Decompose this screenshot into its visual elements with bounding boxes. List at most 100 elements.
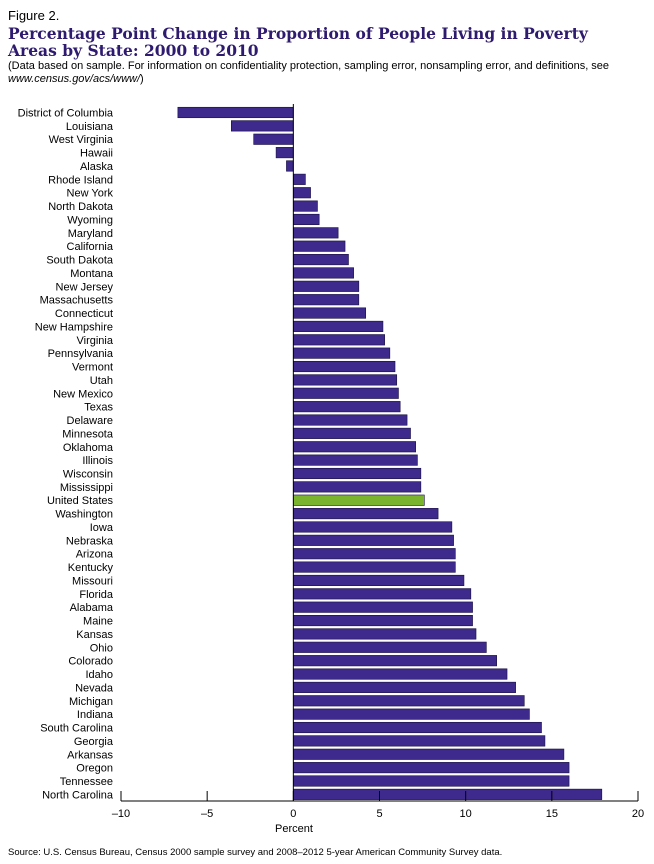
bar-iowa bbox=[293, 521, 453, 533]
bar-kansas bbox=[293, 628, 477, 640]
category-label-pennsylvania: Pennsylvania bbox=[48, 348, 114, 360]
x-tick-label: 20 bbox=[632, 808, 644, 820]
bar-texas bbox=[293, 401, 401, 413]
category-label-nevada: Nevada bbox=[75, 682, 114, 694]
chart-note: (Data based on sample. For information o… bbox=[8, 60, 638, 86]
category-label-virginia: Virginia bbox=[77, 335, 114, 347]
x-tick-label: 15 bbox=[546, 808, 558, 820]
source-note: Source: U.S. Census Bureau, Census 2000 … bbox=[8, 847, 503, 858]
category-label-hawaii: Hawaii bbox=[80, 148, 113, 160]
bar-rhode-island bbox=[293, 173, 306, 185]
x-tick-label: 0 bbox=[290, 808, 296, 820]
bar-california bbox=[293, 240, 346, 252]
category-label-georgia: Georgia bbox=[74, 736, 114, 748]
category-label-texas: Texas bbox=[84, 402, 113, 414]
category-label-maine: Maine bbox=[83, 616, 113, 628]
category-label-wyoming: Wyoming bbox=[67, 214, 113, 226]
category-label-new-york: New York bbox=[67, 188, 114, 200]
bar-south-carolina bbox=[293, 721, 542, 734]
category-label-mississippi: Mississippi bbox=[60, 482, 113, 494]
category-label-district-of-columbia: District of Columbia bbox=[18, 108, 114, 120]
bar-minnesota bbox=[293, 427, 411, 439]
category-label-ohio: Ohio bbox=[90, 642, 113, 654]
bar-colorado bbox=[293, 655, 497, 667]
category-label-alabama: Alabama bbox=[70, 602, 114, 614]
bar-kentucky bbox=[293, 561, 456, 573]
category-label-washington: Washington bbox=[55, 509, 113, 521]
category-label-north-dakota: North Dakota bbox=[48, 201, 114, 213]
category-label-florida: Florida bbox=[79, 589, 114, 601]
bar-georgia bbox=[293, 735, 546, 747]
category-label-illinois: Illinois bbox=[82, 455, 113, 467]
bar-oregon bbox=[293, 762, 570, 774]
x-tick-label: –5 bbox=[201, 808, 213, 820]
bar-michigan bbox=[293, 695, 525, 707]
category-label-arizona: Arizona bbox=[76, 549, 114, 561]
bar-missouri bbox=[293, 574, 465, 587]
bar-district-of-columbia bbox=[177, 106, 294, 119]
bar-new-mexico bbox=[293, 387, 399, 399]
category-label-delaware: Delaware bbox=[67, 415, 113, 427]
bar-oklahoma bbox=[293, 441, 416, 453]
category-label-louisiana: Louisiana bbox=[66, 121, 114, 133]
category-label-rhode-island: Rhode Island bbox=[48, 174, 113, 186]
bars-group bbox=[177, 106, 603, 800]
category-label-california: California bbox=[67, 241, 114, 253]
category-label-nebraska: Nebraska bbox=[66, 535, 114, 547]
category-label-maryland: Maryland bbox=[68, 228, 113, 240]
category-label-oklahoma: Oklahoma bbox=[63, 442, 114, 454]
bar-wisconsin bbox=[293, 467, 422, 480]
bar-delaware bbox=[293, 414, 408, 426]
bar-new-jersey bbox=[293, 280, 360, 292]
bar-wyoming bbox=[293, 213, 320, 226]
bar-united-states bbox=[293, 494, 425, 506]
x-tick-label: 10 bbox=[460, 808, 472, 820]
category-label-new-jersey: New Jersey bbox=[56, 281, 114, 293]
figure-label: Figure 2. bbox=[8, 8, 60, 23]
note-link[interactable]: www.census.gov/acs/www/ bbox=[8, 73, 141, 85]
category-label-south-dakota: South Dakota bbox=[46, 255, 114, 267]
bar-idaho bbox=[293, 668, 508, 680]
bar-new-hampshire bbox=[293, 320, 384, 332]
category-label-vermont: Vermont bbox=[72, 362, 113, 374]
category-label-alaska: Alaska bbox=[80, 161, 114, 173]
bar-south-dakota bbox=[293, 254, 349, 266]
note-suffix: ) bbox=[140, 73, 144, 85]
bar-florida bbox=[293, 588, 472, 600]
bar-massachusetts bbox=[293, 294, 360, 306]
category-label-missouri: Missouri bbox=[72, 575, 113, 587]
bar-indiana bbox=[293, 708, 530, 720]
x-tick-label: 5 bbox=[376, 808, 382, 820]
category-label-indiana: Indiana bbox=[77, 709, 114, 721]
category-label-connecticut: Connecticut bbox=[55, 308, 113, 320]
bar-mississippi bbox=[293, 481, 422, 493]
category-label-wisconsin: Wisconsin bbox=[63, 468, 113, 480]
bar-nebraska bbox=[293, 534, 454, 546]
category-label-minnesota: Minnesota bbox=[62, 428, 114, 440]
x-tick-label: –10 bbox=[112, 808, 130, 820]
bar-hawaii bbox=[275, 147, 294, 159]
category-label-south-carolina: South Carolina bbox=[40, 723, 114, 735]
bar-montana bbox=[293, 267, 354, 279]
category-label-tennessee: Tennessee bbox=[60, 776, 113, 788]
category-label-michigan: Michigan bbox=[69, 696, 113, 708]
category-label-north-carolina: North Carolina bbox=[42, 789, 114, 801]
x-axis-label: Percent bbox=[275, 823, 313, 835]
bar-arkansas bbox=[293, 748, 565, 760]
category-label-west-virginia: West Virginia bbox=[49, 134, 114, 146]
category-label-kansas: Kansas bbox=[76, 629, 113, 641]
category-label-new-mexico: New Mexico bbox=[53, 388, 113, 400]
bar-utah bbox=[293, 374, 398, 386]
category-label-utah: Utah bbox=[90, 375, 113, 387]
bar-new-york bbox=[293, 187, 311, 199]
note-prefix: (Data based on sample. For information o… bbox=[8, 60, 610, 72]
category-label-oregon: Oregon bbox=[76, 763, 113, 775]
bar-maryland bbox=[293, 227, 339, 239]
category-label-arkansas: Arkansas bbox=[67, 749, 113, 761]
bar-nevada bbox=[293, 681, 516, 693]
bar-tennessee bbox=[293, 775, 570, 787]
category-label-massachusetts: Massachusetts bbox=[40, 295, 114, 307]
category-label-iowa: Iowa bbox=[90, 522, 114, 534]
